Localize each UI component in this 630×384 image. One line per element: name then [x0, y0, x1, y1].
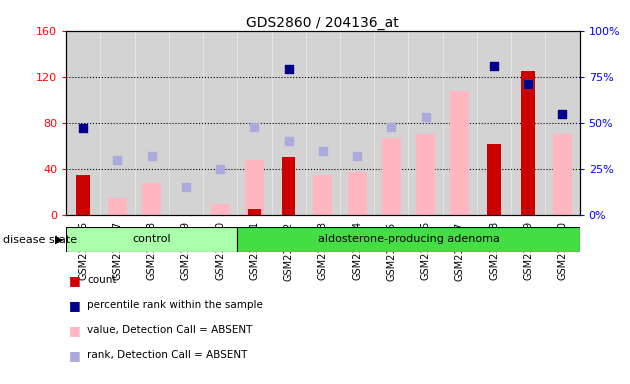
Bar	[553, 134, 572, 215]
Text: ▶: ▶	[55, 235, 64, 245]
Point	[386, 124, 396, 130]
Text: rank, Detection Call = ABSENT: rank, Detection Call = ABSENT	[87, 350, 248, 360]
Point	[249, 124, 260, 130]
Point	[523, 81, 533, 87]
Point	[112, 157, 122, 163]
Text: ■: ■	[69, 274, 81, 287]
Point	[558, 111, 568, 117]
Point	[489, 63, 499, 69]
Text: aldosterone-producing adenoma: aldosterone-producing adenoma	[318, 234, 500, 244]
Bar	[314, 175, 332, 215]
Bar	[450, 91, 469, 215]
Point	[284, 66, 294, 73]
Bar	[66, 227, 238, 252]
Text: control: control	[132, 234, 171, 244]
Point	[78, 125, 88, 131]
Point	[147, 153, 157, 159]
Point	[420, 114, 430, 121]
Point	[352, 153, 362, 159]
Bar	[142, 183, 161, 215]
Bar	[245, 160, 264, 215]
Title: GDS2860 / 204136_at: GDS2860 / 204136_at	[246, 16, 399, 30]
Bar	[76, 175, 90, 215]
Bar	[238, 227, 580, 252]
Bar	[416, 134, 435, 215]
Point	[284, 138, 294, 144]
Point	[318, 147, 328, 154]
Text: percentile rank within the sample: percentile rank within the sample	[87, 300, 263, 310]
Text: value, Detection Call = ABSENT: value, Detection Call = ABSENT	[87, 325, 252, 335]
Bar	[282, 157, 295, 215]
Text: ■: ■	[69, 299, 81, 312]
Bar	[348, 172, 367, 215]
Text: ■: ■	[69, 349, 81, 362]
Text: count: count	[87, 275, 117, 285]
Bar	[211, 204, 229, 215]
Bar	[487, 144, 501, 215]
Bar	[248, 209, 261, 215]
Bar	[108, 198, 127, 215]
Point	[181, 184, 191, 190]
Point	[215, 166, 226, 172]
Bar	[382, 138, 401, 215]
Bar	[522, 71, 535, 215]
Text: disease state: disease state	[3, 235, 77, 245]
Point	[523, 81, 533, 87]
Text: ■: ■	[69, 324, 81, 337]
